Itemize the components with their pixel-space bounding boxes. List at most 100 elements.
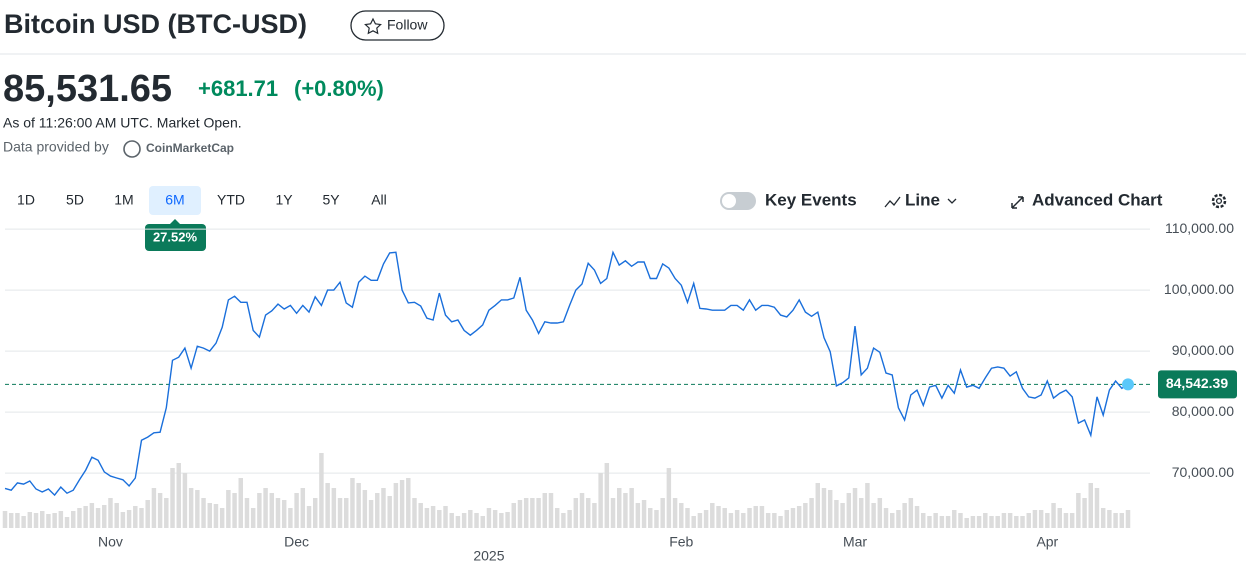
range-button[interactable]: 1D	[17, 192, 35, 208]
advanced-chart-button[interactable]: Advanced Chart	[1011, 190, 1163, 209]
volume-bar	[399, 480, 405, 528]
volume-bar	[201, 498, 206, 528]
volume-bar	[592, 503, 597, 528]
volume-bar	[629, 488, 634, 528]
volume-bar	[195, 490, 200, 528]
range-button[interactable]: 5D	[66, 192, 84, 208]
x-tick-label: Nov	[98, 534, 123, 550]
volume-bar	[232, 493, 237, 528]
volume-bar	[976, 516, 982, 528]
volume-bar	[312, 498, 318, 528]
volume-bar	[281, 500, 287, 528]
key-events-toggle[interactable]: Key Events	[720, 190, 857, 210]
follow-outline	[350, 10, 445, 41]
volume-bar	[747, 508, 752, 528]
range-button[interactable]: 1M	[114, 192, 133, 208]
volume-bar	[1094, 488, 1100, 528]
volume-bar	[238, 478, 244, 528]
volume-bar	[1045, 513, 1050, 528]
volume-bar	[585, 498, 591, 528]
volume-bar	[896, 510, 901, 528]
volume-bar	[300, 488, 306, 528]
provider-prefix: Data provided by	[3, 139, 109, 155]
volume-bar	[257, 493, 262, 528]
volume-bar	[350, 478, 355, 528]
gear-inner	[1215, 197, 1223, 205]
volume-bar	[164, 498, 169, 528]
volume-bar	[1007, 513, 1013, 528]
volume-bar	[952, 510, 957, 528]
range-button[interactable]: YTD	[217, 192, 245, 208]
volume-bar	[970, 516, 976, 528]
volume-bar	[1069, 513, 1075, 528]
change-percent: (+0.80%)	[294, 76, 384, 101]
volume-bar	[945, 516, 951, 528]
volume-bar	[734, 510, 740, 528]
volume-bar	[139, 508, 144, 528]
volume-bar	[145, 500, 150, 528]
range-button[interactable]: 6M	[149, 186, 201, 215]
volume-bar	[530, 498, 535, 528]
volume-bar	[790, 508, 796, 528]
volume-bar	[1026, 513, 1031, 528]
chart-style-menu[interactable]: Line	[884, 190, 957, 209]
volume-bar	[461, 513, 467, 528]
volume-bar	[226, 490, 231, 528]
settings-button[interactable]	[1211, 193, 1227, 209]
volume-bar	[120, 512, 126, 528]
volume-bar	[778, 516, 783, 528]
range-label: All	[371, 192, 387, 208]
volume-bar	[331, 488, 337, 528]
volume-bar	[2, 511, 8, 528]
follow-button[interactable]: Follow	[350, 10, 445, 41]
volume-bar	[983, 513, 988, 528]
volume-bar	[703, 510, 709, 528]
volume-bar	[492, 510, 498, 528]
star-icon	[364, 17, 382, 35]
volume-bar	[83, 506, 88, 528]
volume-bar	[1100, 508, 1106, 528]
volume-bar	[834, 500, 839, 528]
volume-bar	[889, 513, 895, 528]
volume-bar	[356, 483, 361, 528]
volume-bar	[1076, 493, 1081, 528]
volume-bar	[1020, 516, 1025, 528]
volume-bar	[617, 488, 622, 528]
volume-bar	[337, 498, 343, 528]
volume-bar	[989, 516, 994, 528]
volume-bar	[865, 483, 870, 528]
volume-bar	[288, 508, 293, 528]
volume-bar	[846, 493, 852, 528]
volume-bar	[418, 503, 423, 528]
volume-bar	[691, 516, 696, 528]
volume-bar	[294, 493, 299, 528]
volume-bar	[480, 516, 485, 528]
range-change: 27.52%	[153, 229, 198, 244]
change: +681.71	[198, 76, 278, 101]
volume-bar	[381, 488, 386, 528]
y-tick-label: 100,000.00	[1164, 281, 1234, 297]
volume-bar	[623, 493, 628, 528]
volume-bar	[995, 516, 1000, 528]
volume-bar	[648, 508, 653, 528]
volume-bar	[1057, 508, 1062, 528]
volume-bar	[64, 517, 70, 528]
range-button[interactable]: All	[371, 192, 387, 208]
y-tick-label: 80,000.00	[1172, 403, 1234, 419]
expand-icon	[1011, 196, 1024, 209]
volume-bar	[474, 513, 479, 528]
volume-bar	[958, 513, 963, 528]
range-button[interactable]: 5Y	[322, 192, 340, 208]
volume-bar	[1014, 516, 1019, 528]
volume-bar	[815, 483, 821, 528]
volume-bar	[939, 516, 945, 528]
volume-bar	[567, 510, 572, 528]
volume-bar	[641, 500, 647, 528]
volume-bar	[275, 498, 281, 528]
volume-bar	[21, 516, 26, 528]
volume-bar	[182, 473, 188, 528]
volume-bar	[542, 493, 548, 528]
y-tick-label: 70,000.00	[1172, 464, 1234, 480]
range-button[interactable]: 1Y	[275, 192, 293, 208]
